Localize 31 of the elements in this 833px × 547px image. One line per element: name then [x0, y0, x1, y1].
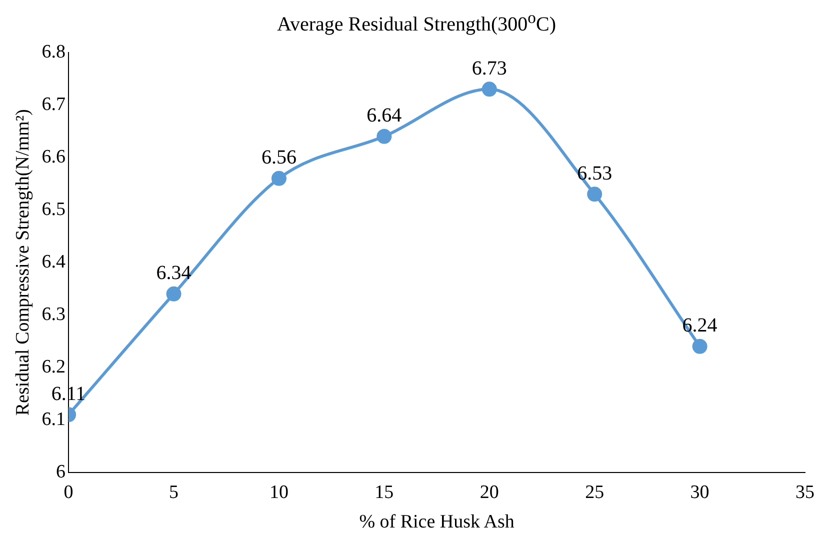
- y-tick-label: 6.3: [42, 304, 66, 325]
- x-axis-title: % of Rice Husk Ash: [359, 512, 515, 533]
- y-tick-label: 6.6: [42, 146, 66, 168]
- point: [482, 82, 497, 97]
- y-tick-label: 6.5: [42, 198, 66, 220]
- point: [376, 128, 392, 144]
- data-label: 6.73: [472, 57, 507, 80]
- x-tick-label: 15: [374, 482, 394, 503]
- data-label: 6.34: [156, 262, 192, 284]
- y-tick-label: 6: [56, 461, 66, 482]
- x-tick-label: 35: [796, 482, 814, 503]
- y-tick-label: 6.8: [42, 41, 66, 62]
- point: [271, 170, 286, 186]
- data-label: 6.53: [577, 162, 612, 184]
- y-tick-label: 6.7: [42, 94, 66, 115]
- y-tick-label: 6.1: [42, 408, 66, 430]
- data-label: 6.64: [366, 104, 402, 127]
- chart-title: Average Residual Strength(300$^{o}$C): [276, 8, 557, 38]
- point: [587, 186, 602, 202]
- y-tick-label: 6.4: [42, 251, 66, 272]
- x-tick-label: 0: [64, 482, 74, 503]
- data-label: 6.56: [261, 146, 296, 169]
- x-tick-label: 25: [585, 482, 604, 503]
- y-tick-label: 6.2: [42, 356, 66, 378]
- point: [692, 338, 708, 354]
- x-tick-label: 10: [269, 482, 288, 503]
- x-tick-label: 30: [690, 482, 710, 503]
- point: [166, 286, 182, 302]
- y-axis-title: Residual Compressive Strength(N/mm²): [12, 109, 34, 416]
- x-tick-label: 5: [169, 482, 179, 503]
- x-tick-label: 20: [480, 482, 499, 503]
